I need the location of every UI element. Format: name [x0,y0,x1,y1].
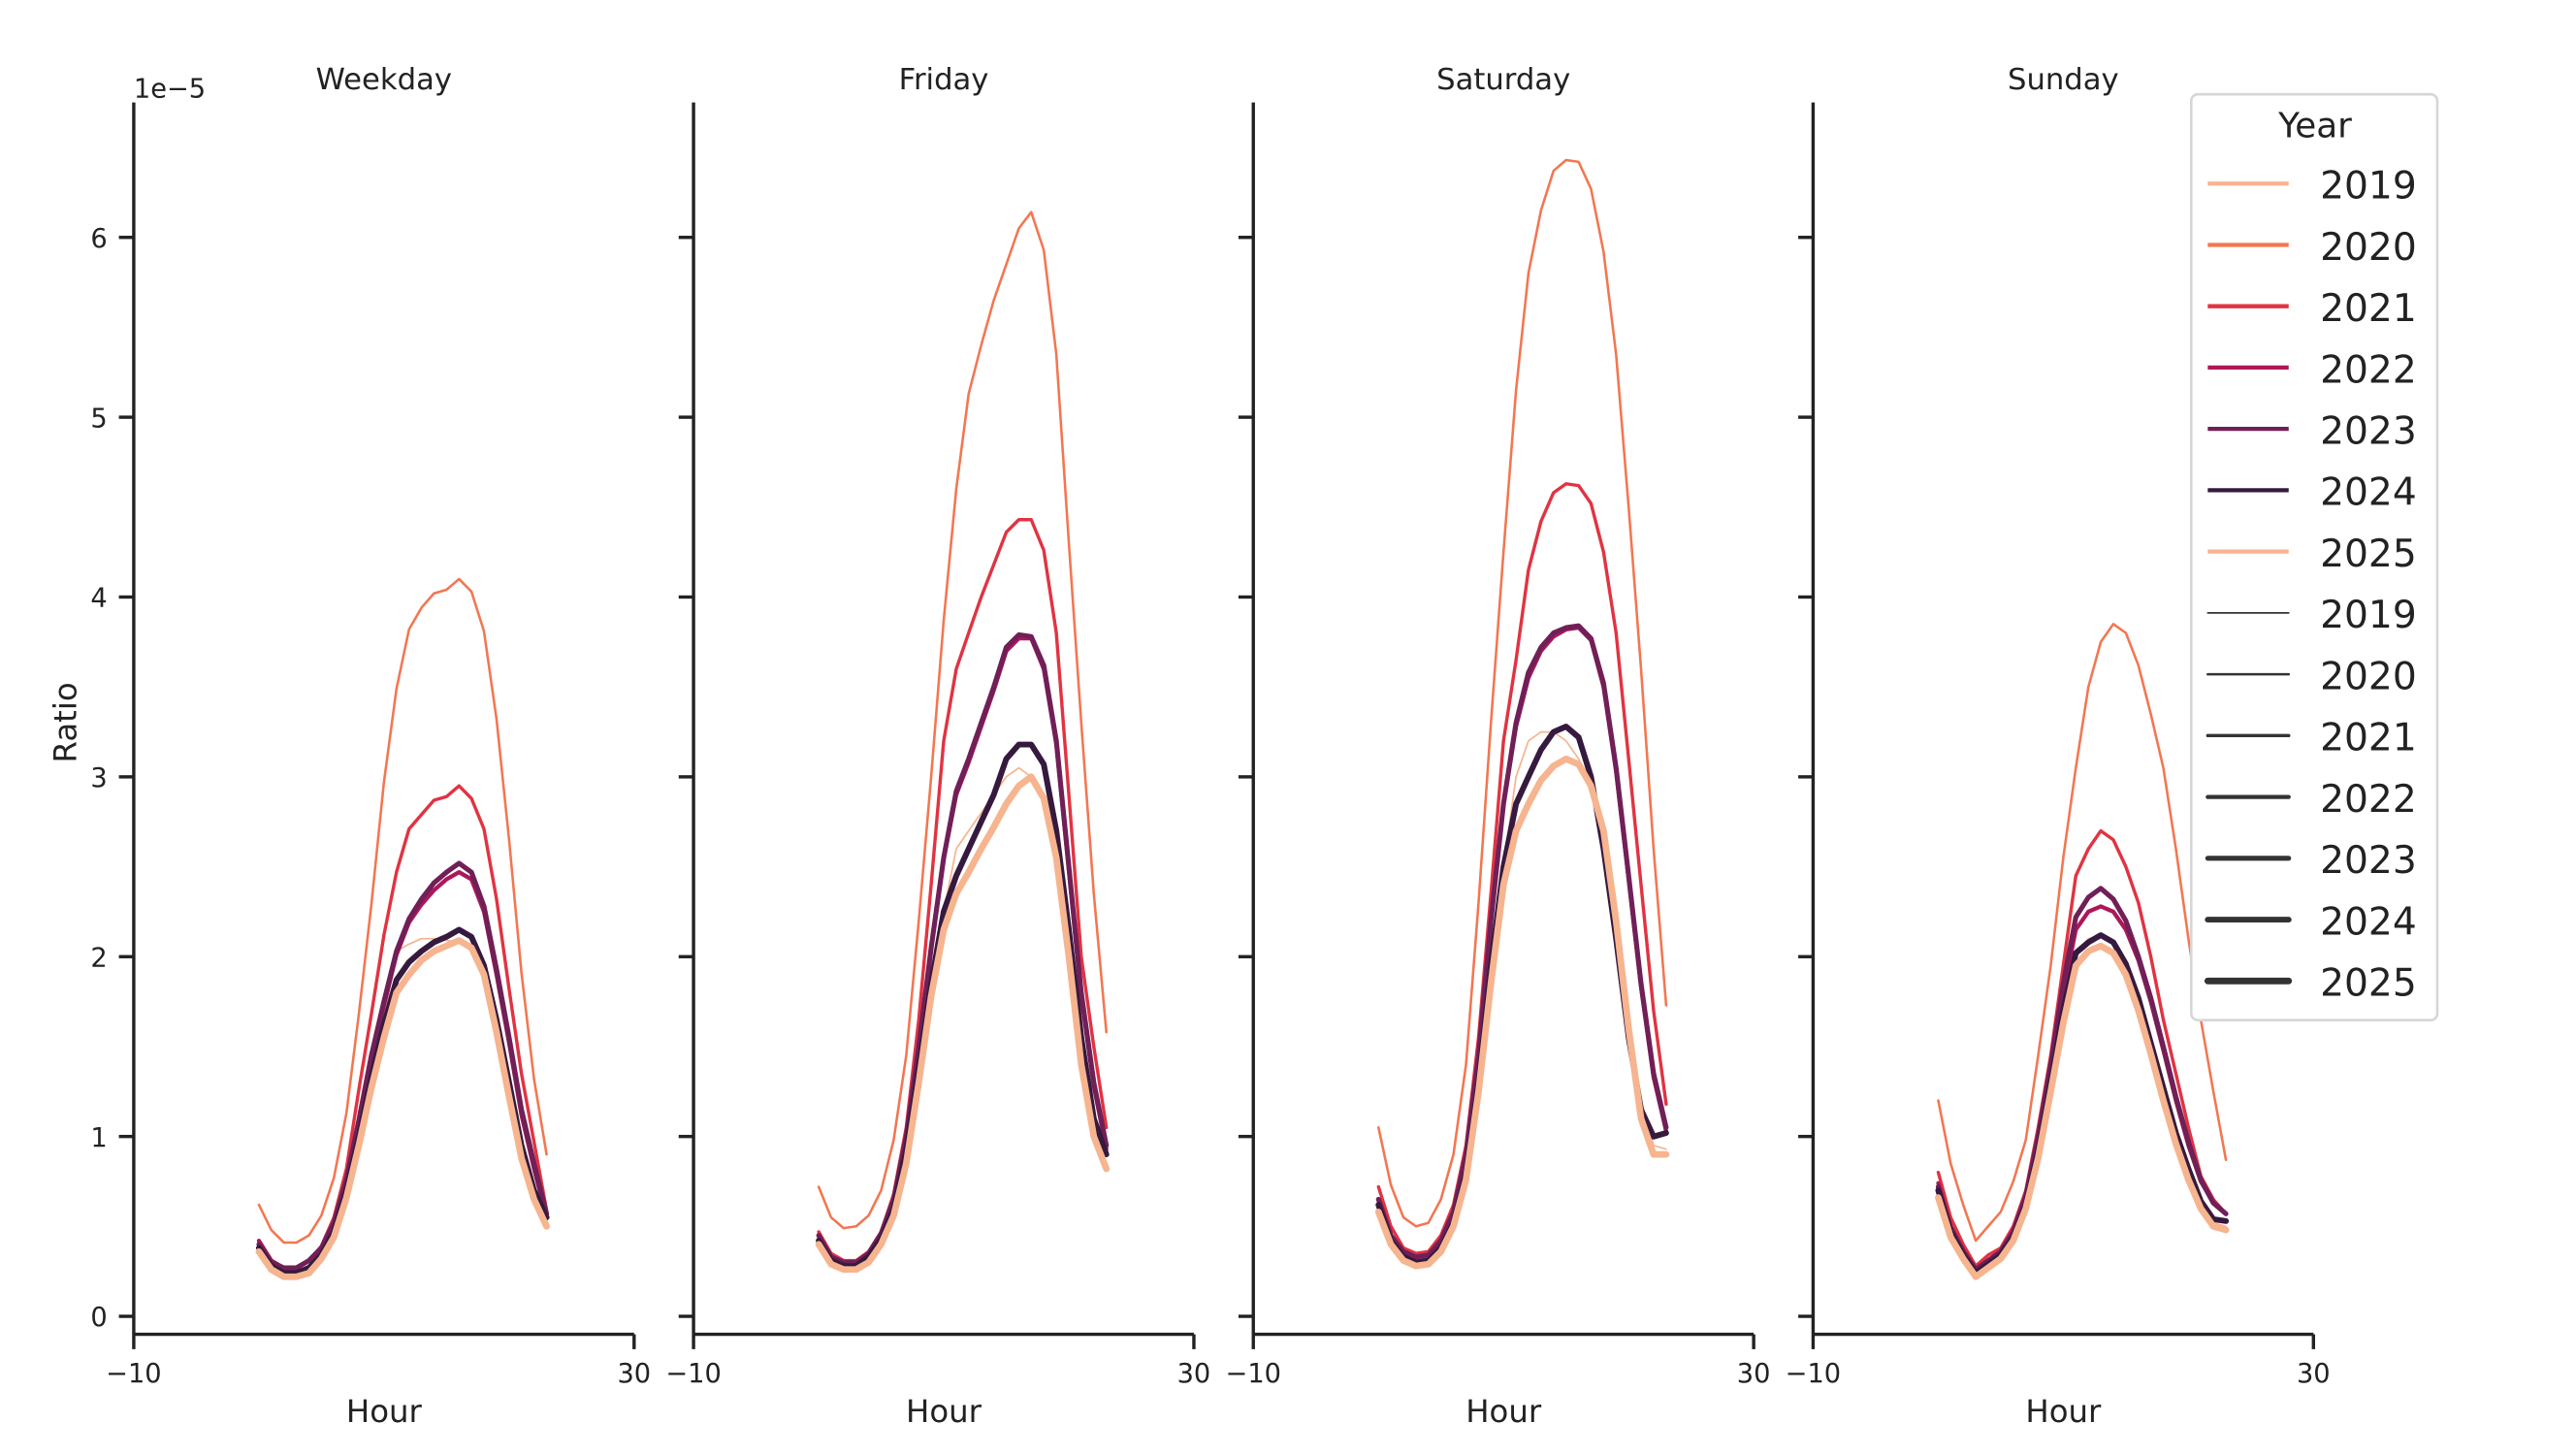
series-line-2022 [1376,625,1669,1259]
legend-label: 2023 [2320,409,2417,453]
legend-label: 2025 [2320,962,2417,1006]
legend-label: 2021 [2320,287,2417,331]
series-line-2023 [1935,886,2229,1273]
x-tick-label: 30 [617,1359,651,1389]
x-axis-label: Hour [906,1393,982,1430]
panel-sunday: Sunday −10 30 Hour [1786,63,2331,1430]
panel-title: Saturday [1436,63,1570,97]
x-tick-label: −10 [106,1359,161,1389]
legend-label: 2025 [2320,533,2417,576]
series-line-2020 [257,577,548,1245]
legend-label: 2022 [2320,778,2417,822]
series-line-2024 [816,741,1110,1270]
y-tick-label: 1 [90,1123,107,1153]
x-tick-label: −10 [665,1359,721,1389]
y-offset-label: 1e−5 [134,75,206,105]
legend-label: 2024 [2320,900,2417,944]
y-tick-label: 0 [90,1303,107,1333]
y-tick-label: 2 [90,943,107,973]
y-tick-label: 5 [90,404,107,434]
series-line-2023 [1375,623,1669,1260]
series-line-2020 [1377,158,1668,1228]
legend: Year 2019 2020 2021 2022 2023 2024 2025 2019 2020… [2190,92,2439,1021]
series-line-2025 [815,773,1111,1274]
legend-label: 2020 [2320,226,2417,270]
legend-label: 2020 [2320,655,2417,698]
x-axis-label: Hour [2025,1393,2102,1430]
series-line-2025 [1935,942,2230,1280]
panel-title: Friday [899,63,989,97]
y-tick-label: 4 [90,584,107,614]
x-tick-label: −10 [1226,1359,1281,1389]
series-line-2021 [257,784,549,1270]
series-line-2020 [1937,623,2228,1243]
y-axis-label: Ratio [47,682,83,762]
x-tick-label: 30 [1177,1359,1211,1389]
x-axis-label: Hour [346,1393,423,1430]
legend-title: Year [2277,106,2352,146]
panel-friday: Friday −10 30 Hour [665,63,1210,1430]
series-line-2019 [818,766,1108,1269]
legend-label: 2022 [2320,348,2417,392]
panel-title: Weekday [316,63,452,97]
y-tick-label: 6 [90,224,107,254]
legend-frame [2190,92,2439,1021]
x-tick-label: 30 [1737,1359,1771,1389]
legend-label: 2024 [2320,471,2417,515]
legend-label: 2019 [2320,165,2417,209]
x-axis-label: Hour [1465,1393,1542,1430]
panel-weekday: Weekday 0 1 2 3 4 5 6 −10 30 Hour [90,63,651,1430]
series-line-2025 [1374,755,1670,1270]
panel-saturday: Saturday −10 30 Hour [1226,63,1771,1430]
series-line-2025 [255,937,550,1280]
panel-title: Sunday [2008,63,2119,97]
series-line-2021 [1936,828,2228,1268]
legend-label: 2021 [2320,717,2417,760]
legend-label: 2023 [2320,839,2417,883]
series-line-2023 [256,860,550,1271]
series-line-2020 [817,210,1108,1230]
x-tick-label: 30 [2297,1359,2331,1389]
series-line-2021 [1376,482,1668,1255]
y-tick-label: 3 [90,763,107,793]
legend-label: 2019 [2320,594,2417,637]
x-tick-label: −10 [1786,1359,1841,1389]
